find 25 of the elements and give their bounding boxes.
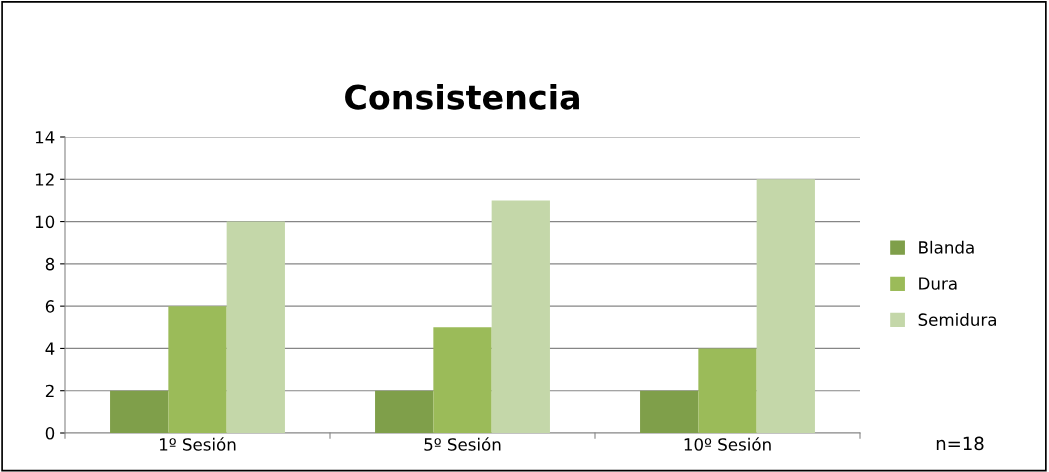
x-tick-label: 1º Sesión: [160, 437, 236, 451]
x-tick-label: 5º Sesión: [424, 437, 501, 451]
bar: [110, 390, 169, 433]
text: n=18: [936, 436, 984, 451]
bar: [433, 327, 492, 433]
bar: [698, 348, 757, 433]
y-tick-label: 4: [45, 342, 55, 355]
legend-label: Blanda: [919, 240, 974, 254]
y-tick-label: 14: [35, 131, 55, 144]
y-tick-label: 12: [35, 173, 54, 186]
y-tick-label: 8: [45, 257, 55, 271]
x-tick-label: 10º Sesión: [684, 437, 771, 451]
legend-label: Semidura: [918, 313, 996, 326]
bar: [491, 200, 550, 433]
y-tick-label: 0: [45, 426, 55, 440]
y-tick-label: 10: [35, 215, 55, 229]
bar: [640, 390, 699, 433]
legend-label: Dura: [919, 277, 957, 290]
bar: [375, 390, 434, 433]
chart-title: Consistencia: [345, 83, 579, 110]
y-tick-label: 2: [45, 384, 54, 398]
bar: [168, 306, 227, 433]
bar: [756, 179, 815, 433]
y-tick-label: 6: [45, 300, 55, 313]
bar: [226, 221, 285, 433]
